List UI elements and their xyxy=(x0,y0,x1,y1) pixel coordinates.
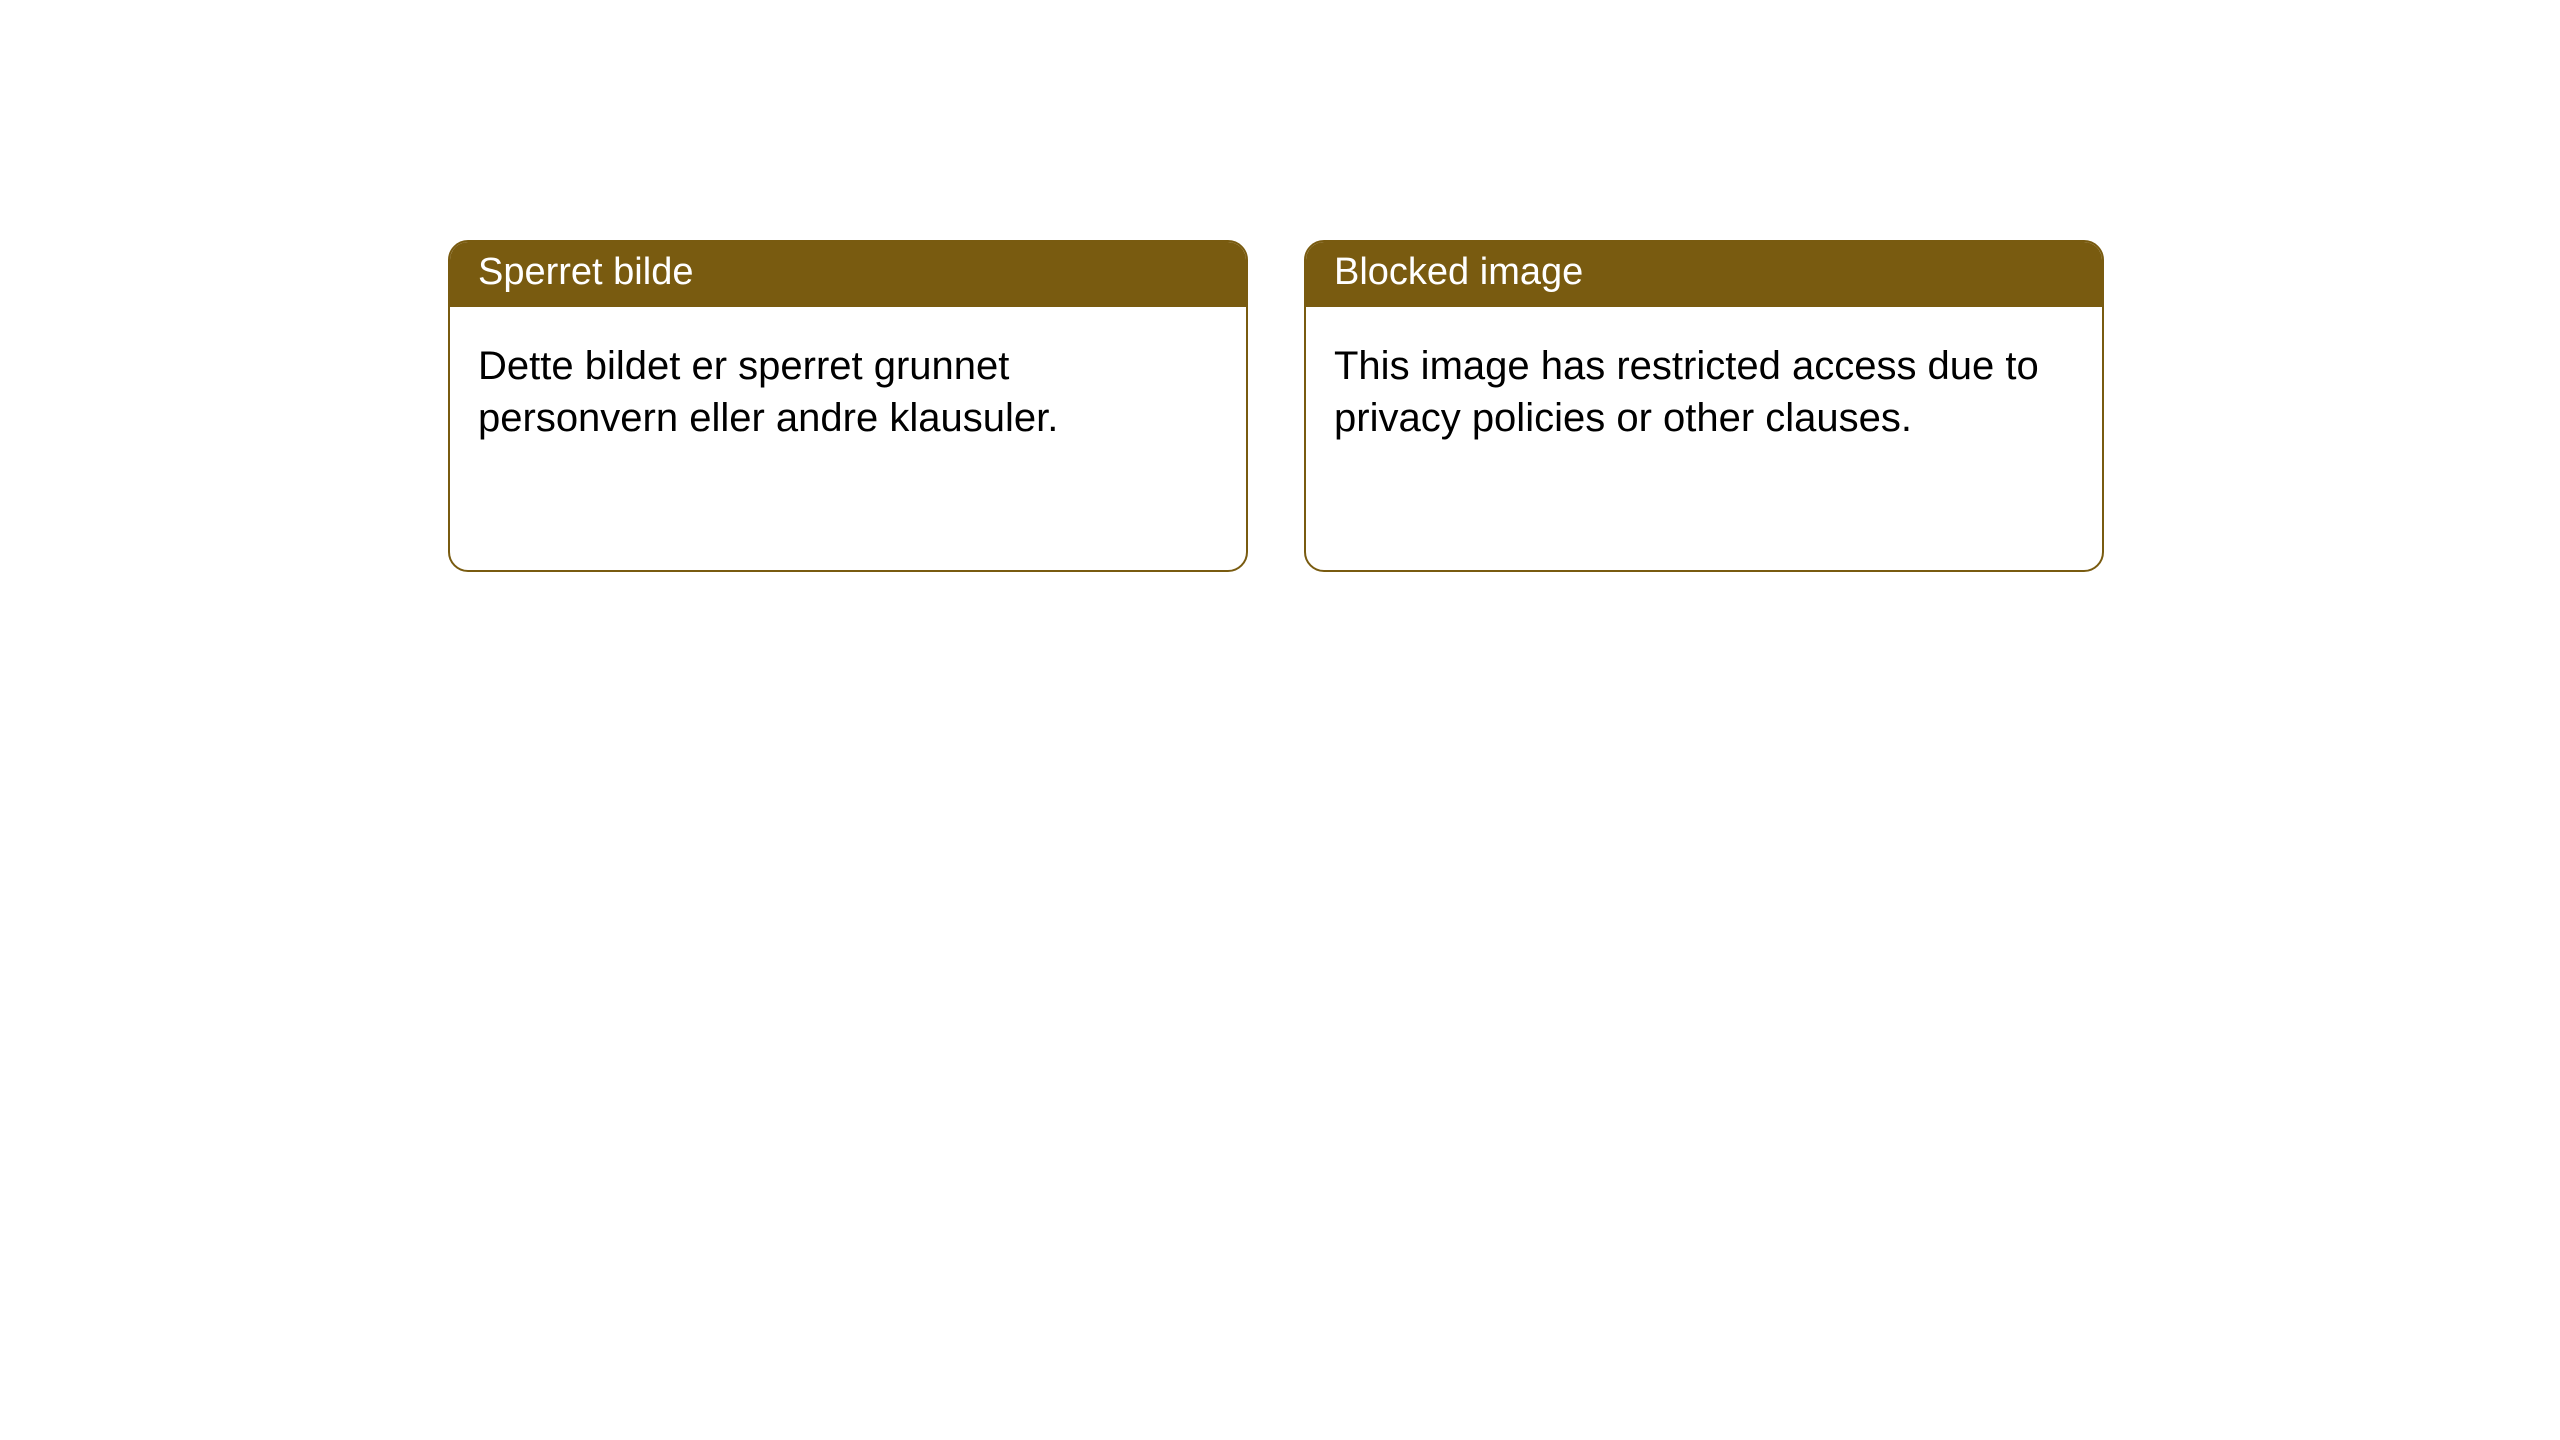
notice-header: Blocked image xyxy=(1306,242,2102,307)
notice-card-english: Blocked image This image has restricted … xyxy=(1304,240,2104,572)
notice-body: Dette bildet er sperret grunnet personve… xyxy=(450,307,1246,477)
notice-body: This image has restricted access due to … xyxy=(1306,307,2102,477)
notice-container: Sperret bilde Dette bildet er sperret gr… xyxy=(0,0,2560,572)
notice-header: Sperret bilde xyxy=(450,242,1246,307)
notice-card-norwegian: Sperret bilde Dette bildet er sperret gr… xyxy=(448,240,1248,572)
